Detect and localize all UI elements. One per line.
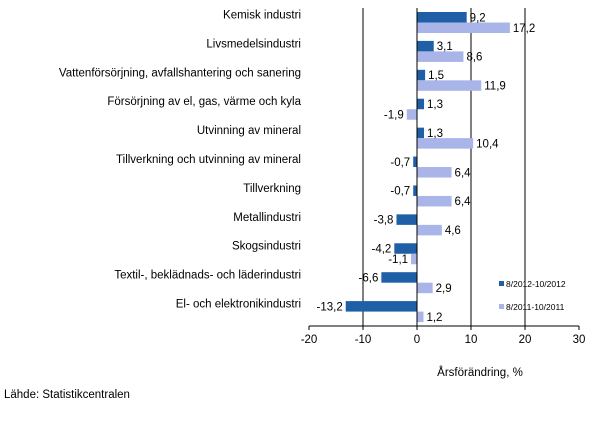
category-label: Utvinning av mineral: [197, 125, 301, 137]
bar-series-2011: [417, 311, 424, 323]
bar-series-2011: [417, 80, 482, 91]
data-label: 4,6: [445, 225, 461, 237]
legend-label: 8/2011-10/2011: [506, 302, 565, 312]
data-label: -4,2: [371, 244, 391, 256]
data-label: 9,2: [470, 12, 486, 24]
data-label: -6,6: [359, 272, 379, 284]
data-label: 6,4: [455, 196, 472, 208]
bar-series-2011: [417, 167, 452, 178]
bars: [345, 12, 510, 323]
category-label: Tillverkning och utvinning av mineral: [116, 154, 301, 166]
bar-series-2012: [417, 98, 425, 110]
bar-series-2012: [381, 272, 417, 283]
x-axis-title: Årsförändring, %: [437, 366, 523, 379]
legend-swatch: [499, 304, 504, 309]
bar-series-2011: [417, 138, 474, 149]
bar-series-2012: [394, 243, 417, 254]
x-tick-label: 20: [519, 334, 532, 346]
data-label: 2,9: [436, 283, 452, 295]
data-label: -1,1: [388, 254, 408, 266]
data-label: 1,3: [427, 128, 443, 140]
data-label: 1,5: [428, 70, 444, 82]
legend-swatch: [499, 281, 504, 286]
category-label: Textil-, beklädnads- och läderindustri: [114, 270, 301, 282]
data-label: -0,7: [390, 186, 410, 198]
source-note: Lähde: Statistikcentralen: [4, 389, 130, 401]
bar-series-2011: [411, 253, 417, 265]
x-tick-label: 0: [414, 334, 420, 346]
bar-series-2011: [417, 282, 433, 294]
bar-series-2011: [406, 109, 417, 120]
bar-series-2012: [413, 185, 417, 196]
bar-series-2012: [417, 127, 425, 139]
data-label: 1,2: [426, 312, 442, 324]
bar-series-2012: [417, 69, 426, 81]
bar-series-2011: [417, 195, 452, 207]
bar-series-2012: [413, 156, 417, 168]
x-tick-label: -20: [301, 334, 318, 346]
value-labels: 9,2 17,2 3,1 8,6 1,5 11,9 1,3 -1,9 1,3 10,4 -0,7 6,…: [317, 12, 536, 324]
data-label: -3,8: [374, 215, 394, 227]
legend: 8/2012-10/2012 8/2011-10/2011: [499, 279, 566, 312]
data-label: -0,7: [390, 157, 410, 169]
bar-series-2012: [396, 214, 417, 225]
category-label: Försörjning av el, gas, värme och kyla: [107, 96, 301, 108]
gridlines: [362, 8, 526, 326]
bar-series-2012: [417, 40, 434, 52]
data-label: 1,3: [427, 99, 443, 111]
data-label: 3,1: [437, 41, 453, 53]
data-label: 8,6: [466, 52, 482, 64]
bar-series-2011: [417, 22, 510, 33]
category-labels: Kemisk industri Livsmedelsindustri Vattenf…: [59, 9, 302, 310]
x-tick-label: 10: [465, 334, 478, 346]
category-label: El- och elektronikindustri: [176, 299, 301, 311]
legend-label: 8/2012-10/2012: [506, 279, 566, 289]
bar-series-2012: [345, 301, 417, 312]
x-tick-label: 30: [573, 334, 586, 346]
x-tick-label: -10: [355, 334, 372, 346]
category-label: Kemisk industri: [223, 9, 301, 21]
category-label: Vattenförsörjning, avfallshantering och …: [59, 67, 301, 79]
data-label: 17,2: [513, 23, 535, 35]
category-label: Tillverkning: [243, 183, 301, 195]
category-label: Skogsindustri: [232, 241, 301, 253]
bar-series-2011: [417, 51, 464, 62]
data-label: -1,9: [384, 109, 404, 121]
bar-series-2012: [417, 12, 467, 23]
category-label: Livsmedelsindustri: [206, 38, 301, 50]
data-label: -13,2: [317, 301, 343, 313]
data-label: 10,4: [476, 138, 499, 150]
data-label: 11,9: [484, 81, 506, 93]
data-label: 6,4: [455, 167, 472, 179]
bar-series-2011: [417, 224, 442, 236]
category-label: Metallindustri: [233, 212, 301, 224]
x-axis: -20 -10 0 10 20 30: [301, 8, 586, 346]
